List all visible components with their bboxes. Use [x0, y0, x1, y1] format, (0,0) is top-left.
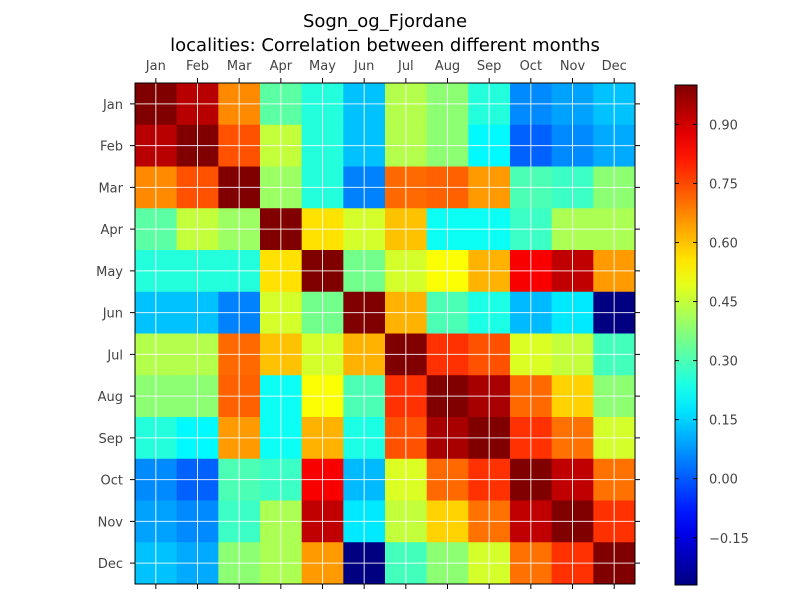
x-tick-label-sep: Sep	[477, 59, 502, 74]
y-tick-label-sep: Sep	[98, 432, 123, 447]
y-axis-labels: Jan Feb Mar Apr May Jun Jul Aug Sep Oct Nov Dec	[96, 98, 124, 572]
colorbar-tick-label: 0.90	[709, 118, 738, 133]
colorbar-tick-label: 0.60	[709, 236, 738, 251]
x-tick-label-apr: Apr	[270, 59, 293, 74]
x-tick-label-mar: Mar	[227, 59, 252, 74]
y-tick-label-jul: Jul	[106, 348, 123, 363]
x-tick-label-dec: Dec	[602, 59, 627, 74]
colorbar-ticks: −0.15 0.00 0.15 0.30 0.45 0.60 0.75 0.90	[675, 118, 749, 547]
axis-ticks	[130, 78, 640, 589]
colorbar-tick-label: −0.15	[709, 532, 749, 547]
x-tick-label-may: May	[309, 59, 336, 74]
y-tick-label-mar: Mar	[98, 181, 123, 196]
colorbar-tick-label: 0.45	[709, 296, 738, 311]
y-tick-label-aug: Aug	[98, 390, 123, 405]
heatmap-cells	[135, 83, 636, 585]
chart-title-line-1: Sogn_og_Fjordane	[302, 11, 468, 32]
x-axis-labels: Jan Feb Mar Apr May Jun Jul Aug Sep Oct Nov Dec	[145, 59, 627, 74]
y-tick-label-jan: Jan	[102, 98, 123, 113]
colorbar-tick-label: 0.75	[709, 177, 738, 192]
x-tick-label-oct: Oct	[520, 59, 542, 74]
x-tick-label-jan: Jan	[145, 59, 166, 74]
colorbar-tick-label: 0.15	[709, 414, 738, 429]
y-tick-label-apr: Apr	[101, 223, 124, 238]
heatmap-grid	[135, 83, 635, 584]
y-tick-label-dec: Dec	[98, 557, 123, 572]
colorbar-tick-label: 0.30	[709, 355, 738, 370]
x-tick-label-jun: Jun	[353, 59, 374, 74]
y-tick-label-nov: Nov	[98, 515, 124, 530]
x-tick-label-jul: Jul	[397, 59, 414, 74]
colorbar-tick-label: 0.00	[709, 473, 738, 488]
x-tick-label-nov: Nov	[560, 59, 586, 74]
y-tick-label-may: May	[96, 265, 123, 280]
x-tick-label-feb: Feb	[186, 59, 209, 74]
y-tick-label-jun: Jun	[102, 307, 123, 322]
plot-frame	[134, 82, 636, 585]
chart-title-line-2: localities: Correlation between differen…	[170, 35, 600, 56]
y-tick-label-feb: Feb	[100, 140, 123, 155]
x-tick-label-aug: Aug	[435, 59, 460, 74]
colorbar	[674, 84, 698, 586]
y-tick-label-oct: Oct	[101, 474, 123, 489]
